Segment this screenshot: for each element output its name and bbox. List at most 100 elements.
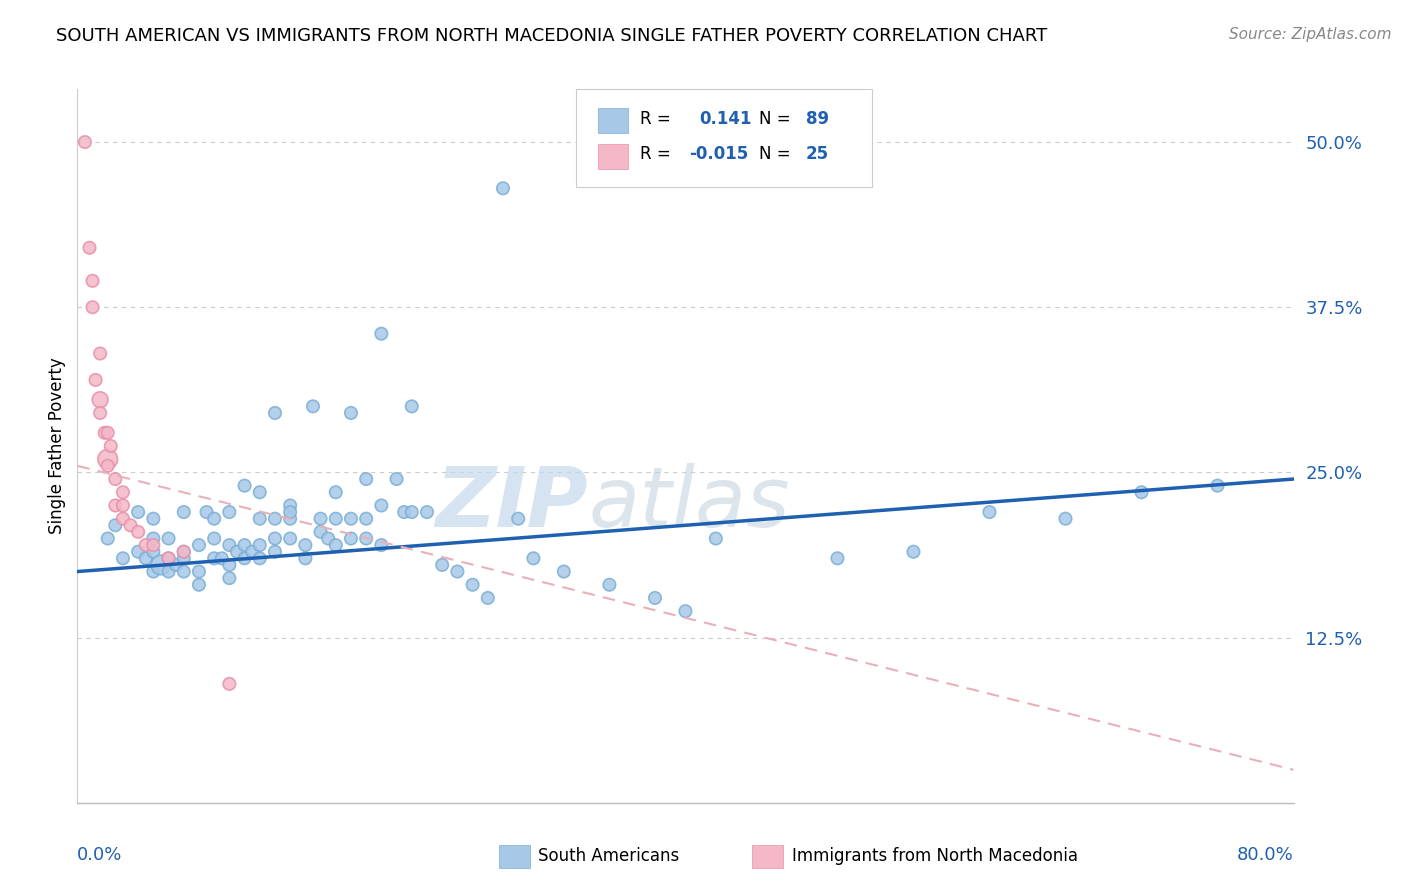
Text: 80.0%: 80.0% bbox=[1237, 846, 1294, 863]
Point bbox=[111, 511, 134, 525]
Point bbox=[127, 545, 149, 559]
Point bbox=[370, 538, 392, 552]
Point bbox=[111, 551, 134, 566]
Point bbox=[135, 551, 157, 566]
Point bbox=[264, 511, 287, 525]
Point bbox=[82, 300, 104, 314]
Point bbox=[430, 558, 453, 572]
Point bbox=[142, 538, 165, 552]
Point bbox=[165, 558, 187, 572]
Point bbox=[325, 511, 347, 525]
Point bbox=[1206, 478, 1229, 492]
Point bbox=[370, 499, 392, 513]
Point bbox=[553, 565, 575, 579]
Point bbox=[89, 346, 111, 360]
Point bbox=[202, 551, 225, 566]
Point bbox=[218, 505, 240, 519]
Point bbox=[598, 578, 620, 592]
Point bbox=[149, 558, 172, 572]
Point bbox=[492, 181, 515, 195]
Point bbox=[218, 677, 240, 691]
Text: SOUTH AMERICAN VS IMMIGRANTS FROM NORTH MACEDONIA SINGLE FATHER POVERTY CORRELAT: SOUTH AMERICAN VS IMMIGRANTS FROM NORTH … bbox=[56, 27, 1047, 45]
Text: -0.015: -0.015 bbox=[689, 145, 748, 163]
Point bbox=[97, 458, 120, 473]
Point bbox=[120, 518, 142, 533]
Point bbox=[278, 532, 301, 546]
Point bbox=[157, 565, 180, 579]
Point bbox=[903, 545, 925, 559]
Text: 89: 89 bbox=[806, 110, 828, 128]
Point bbox=[233, 551, 256, 566]
Point bbox=[385, 472, 408, 486]
Point bbox=[508, 511, 530, 525]
Point bbox=[84, 373, 107, 387]
Point bbox=[89, 406, 111, 420]
Point bbox=[142, 532, 165, 546]
Point bbox=[325, 485, 347, 500]
Point bbox=[100, 439, 122, 453]
Text: N =: N = bbox=[759, 110, 790, 128]
Point bbox=[264, 406, 287, 420]
Point bbox=[354, 532, 377, 546]
Point bbox=[249, 511, 271, 525]
Point bbox=[446, 565, 468, 579]
Point bbox=[202, 532, 225, 546]
Point bbox=[477, 591, 499, 605]
Point bbox=[188, 565, 211, 579]
Point bbox=[416, 505, 439, 519]
Point bbox=[316, 532, 339, 546]
Text: 0.141: 0.141 bbox=[699, 110, 751, 128]
Text: R =: R = bbox=[640, 145, 671, 163]
Point bbox=[309, 524, 332, 539]
Point bbox=[111, 485, 134, 500]
Point bbox=[73, 135, 96, 149]
Text: Immigrants from North Macedonia: Immigrants from North Macedonia bbox=[792, 847, 1077, 865]
Point bbox=[354, 472, 377, 486]
Point bbox=[522, 551, 544, 566]
Point bbox=[401, 400, 423, 414]
Point bbox=[644, 591, 666, 605]
Point bbox=[294, 538, 316, 552]
Text: ZIP: ZIP bbox=[436, 463, 588, 543]
Point bbox=[233, 478, 256, 492]
Point bbox=[218, 571, 240, 585]
Point bbox=[211, 551, 233, 566]
Text: atlas: atlas bbox=[588, 463, 790, 543]
Point bbox=[142, 545, 165, 559]
Point bbox=[264, 545, 287, 559]
Point bbox=[127, 524, 149, 539]
Point bbox=[79, 241, 101, 255]
Text: 25: 25 bbox=[806, 145, 828, 163]
Point bbox=[278, 505, 301, 519]
Point bbox=[127, 505, 149, 519]
Point bbox=[97, 425, 120, 440]
Point bbox=[302, 400, 325, 414]
Point bbox=[249, 485, 271, 500]
Point bbox=[240, 545, 263, 559]
Point bbox=[195, 505, 218, 519]
Point bbox=[142, 565, 165, 579]
Point bbox=[827, 551, 849, 566]
Point bbox=[173, 551, 195, 566]
Point bbox=[157, 551, 180, 566]
Point bbox=[157, 532, 180, 546]
Point bbox=[202, 511, 225, 525]
Point bbox=[354, 511, 377, 525]
Point bbox=[218, 538, 240, 552]
Text: R =: R = bbox=[640, 110, 671, 128]
Point bbox=[173, 545, 195, 559]
Point bbox=[82, 274, 104, 288]
Text: Source: ZipAtlas.com: Source: ZipAtlas.com bbox=[1229, 27, 1392, 42]
Text: N =: N = bbox=[759, 145, 790, 163]
Point bbox=[340, 406, 363, 420]
Point bbox=[264, 532, 287, 546]
Y-axis label: Single Father Poverty: Single Father Poverty bbox=[48, 358, 66, 534]
Point bbox=[461, 578, 484, 592]
Point bbox=[173, 565, 195, 579]
Point bbox=[278, 511, 301, 525]
Point bbox=[104, 472, 127, 486]
Point bbox=[188, 578, 211, 592]
Text: 0.0%: 0.0% bbox=[77, 846, 122, 863]
Point bbox=[979, 505, 1001, 519]
Point bbox=[401, 505, 423, 519]
